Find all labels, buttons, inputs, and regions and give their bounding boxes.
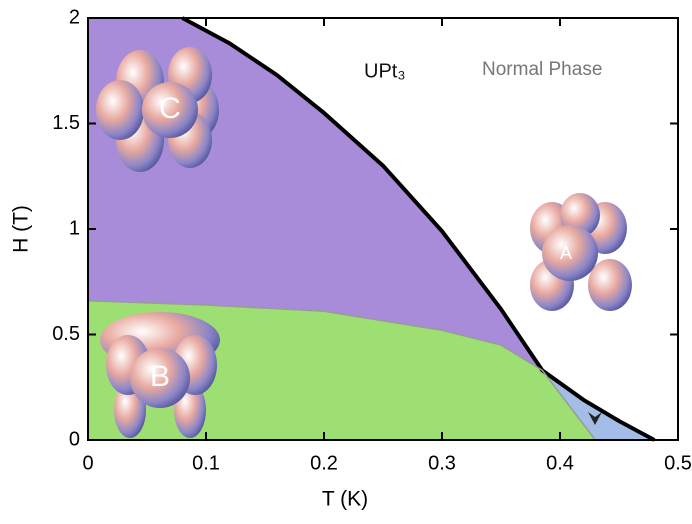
x-axis-label: T (K)	[322, 488, 368, 511]
phase-a-label: A	[560, 243, 572, 263]
x-tick-label: 0	[82, 452, 93, 474]
y-tick-label: 0	[69, 428, 80, 450]
phase-b-label: B	[150, 360, 170, 393]
x-tick-label: 0.3	[428, 452, 456, 474]
chart: UPt₃ Normal Phase A B C T (K) H (T) 0 0.1…	[0, 0, 692, 519]
phase-c-label: C	[159, 92, 181, 125]
y-tick-label: 1.5	[52, 112, 80, 134]
x-tick-label: 0.4	[546, 452, 574, 474]
orbital-a	[530, 193, 632, 311]
y-tick-label: 2	[69, 6, 80, 28]
y-axis-label: H (T)	[10, 205, 33, 253]
y-tick-label: 0.5	[52, 323, 80, 345]
phase-label: Normal Phase	[482, 59, 602, 80]
y-tick-label: 1	[69, 217, 80, 239]
compound-label: UPt₃	[364, 60, 405, 82]
x-tick-label: 0.1	[192, 452, 220, 474]
x-tick-label: 0.5	[664, 452, 692, 474]
x-tick-label: 0.2	[310, 452, 338, 474]
